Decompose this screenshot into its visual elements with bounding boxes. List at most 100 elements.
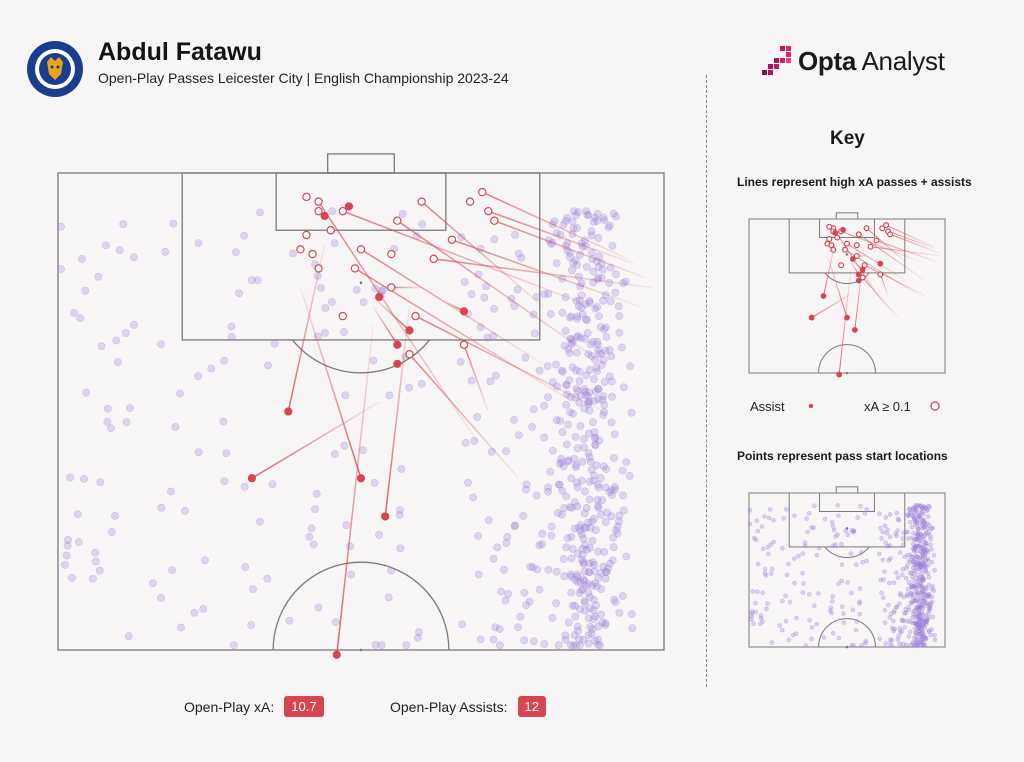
pass-start-point [544,487,552,496]
pass-line [372,306,398,346]
pass-start-point [919,586,924,592]
pass-start-point [575,635,584,644]
pass-start-point [913,612,918,617]
pass-start-point [802,540,808,545]
pass-start-point [921,511,927,517]
pass-start-point [535,366,544,375]
pass-start-point [510,522,519,531]
pass-start-point [600,378,609,386]
pass-start-point [915,641,920,646]
pass-start-point [589,337,597,346]
pass-start-point [916,536,922,541]
pass-start-point [565,313,574,322]
pass-start-point [914,638,920,644]
pass-line [885,224,934,248]
pass-start-point [610,485,619,494]
pass-start-point [918,542,923,547]
pass-start-point [597,610,606,619]
pass-start-point [792,513,797,518]
pass-start-point [194,239,203,248]
pass-start-point [594,640,602,649]
pass-start-point [918,611,924,617]
pass-start-point [57,222,65,231]
pass-start-point [919,639,924,645]
pass-start-point [581,387,590,396]
pass-start-point [584,429,593,438]
pass-line [481,191,628,260]
pass-start-point [917,612,923,617]
pass-start-point [759,524,765,529]
pass-start-point [912,545,918,551]
pass-start-point [895,528,900,533]
pass-start-point [911,635,917,641]
pass-start-point [882,523,888,529]
pass-start-point [255,517,264,526]
pass-start-point [597,510,605,519]
pass-start-point [917,514,922,519]
pass-start-point [614,517,623,526]
pass-start-point [573,348,581,357]
pass-start-point [486,377,495,386]
pass-start-point [921,524,927,530]
pass-start-point [920,576,926,581]
pass-start-point [562,492,571,501]
pass-start-point [886,580,892,586]
pass-start-point [845,532,851,538]
pass-start-point [923,558,929,563]
pass-start-point [918,567,924,572]
pass-start-point [918,504,923,509]
pass-start-point [887,615,893,620]
pass-start-point [584,449,593,458]
pass-start-point [566,408,575,417]
pass-start-point [572,641,580,650]
pass-start-point [898,591,903,596]
pass-start-point [913,503,919,508]
pass-start-point [590,471,598,480]
pass-start-point [915,531,921,537]
pass-start-point [918,627,924,633]
pass-start-point [833,542,838,547]
pass-line [396,220,604,365]
pass-start-point [569,641,578,650]
pass-start-point [168,566,177,575]
pass-start-point [895,516,901,522]
pass-start-point [892,626,897,632]
pass-start-point [910,514,916,519]
pass-line [251,401,380,479]
pass-start-point [920,576,925,581]
xa-pass-origin [826,236,833,243]
pass-start-point [395,511,404,520]
pass-start-point [199,605,208,613]
xa-pass-origin [465,197,475,206]
pass-start-point [914,543,920,549]
pass-start-point [219,417,228,426]
pass-start-point [905,587,911,592]
pass-start-point [827,608,833,613]
pass-start-point [166,487,175,496]
pass-start-point [926,611,932,617]
pass-start-point [918,619,923,625]
pass-start-point [923,530,929,535]
pass-start-point [585,388,594,397]
pass-start-point [561,216,570,225]
pass-start-point [615,608,624,617]
pass-start-point [926,615,931,621]
pass-start-point [577,291,586,300]
pass-start-point [571,612,580,621]
pass-start-point [923,565,928,571]
pass-start-point [580,523,589,532]
pass-start-point [285,616,294,625]
pass-start-point [755,528,761,534]
pass-start-point [922,521,928,527]
pass-start-point [893,531,898,536]
pass-start-point [94,272,103,281]
pass-start-point [913,510,918,516]
pass-start-point [914,621,920,626]
xa-pass-origin [338,206,348,216]
pass-start-point [618,466,627,475]
pass-start-point [497,587,506,596]
xa-pass-origin [883,222,890,229]
pass-start-point [599,296,608,305]
pass-start-point [919,526,925,531]
pass-start-point [918,603,923,609]
